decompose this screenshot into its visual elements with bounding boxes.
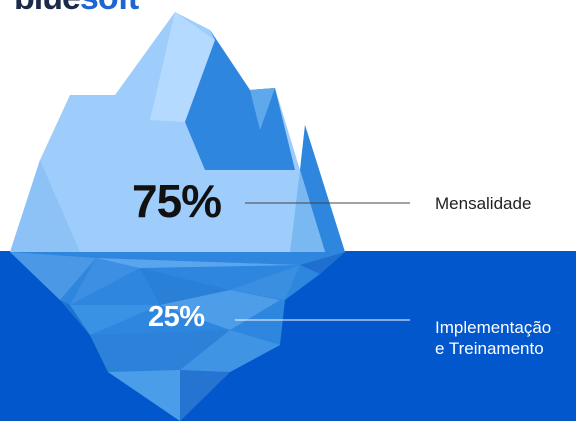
iceberg-underwater xyxy=(10,252,345,421)
brand-logo: bluesoft xyxy=(14,0,139,18)
label-above-water: Mensalidade xyxy=(435,194,532,213)
percent-above-water: 75% xyxy=(132,175,222,227)
label-underwater-line1: Implementação xyxy=(435,318,552,337)
label-underwater: Implementação e Treinamento xyxy=(435,317,551,359)
logo-part2: soft xyxy=(80,0,139,17)
logo-part1: blue xyxy=(14,0,81,17)
label-underwater-line2: e Treinamento xyxy=(435,339,544,358)
percent-underwater: 25% xyxy=(148,301,205,333)
iceberg-above-water xyxy=(10,12,345,252)
